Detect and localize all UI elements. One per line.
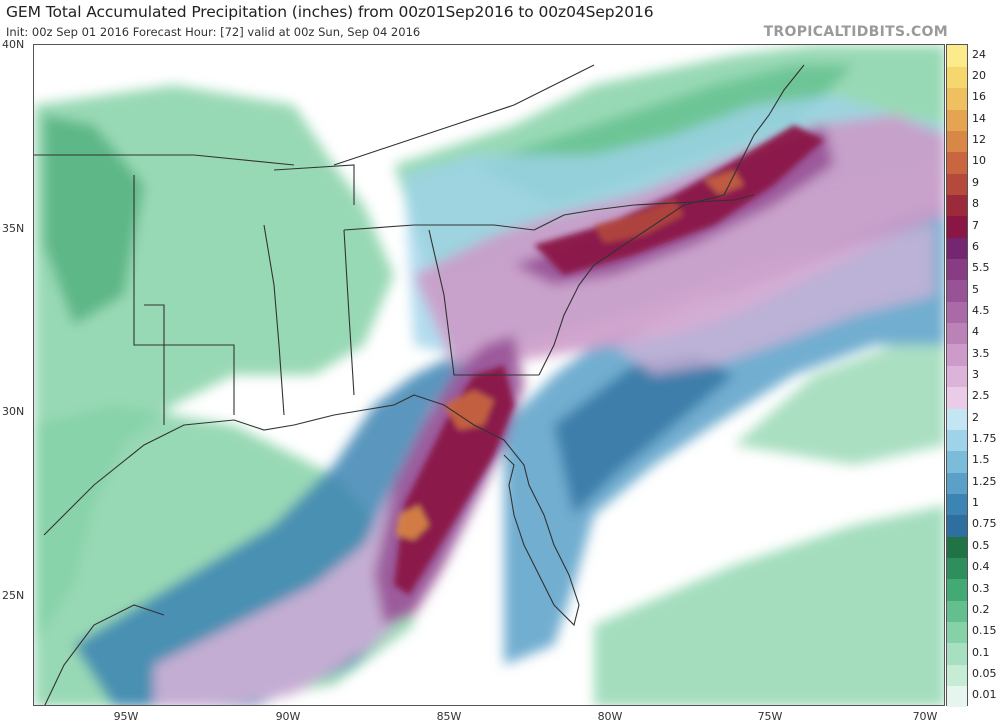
colorbar-cell	[947, 322, 967, 345]
colorbar-label: 10	[972, 154, 986, 168]
coastlines-and-borders	[34, 64, 805, 705]
colorbar-cell	[947, 386, 967, 409]
colorbar	[946, 44, 968, 708]
colorbar-cell	[947, 279, 967, 302]
colorbar-cell	[947, 664, 967, 687]
lon-label-80w: 80W	[597, 710, 623, 723]
colorbar-label: 3.5	[972, 346, 990, 360]
colorbar-cell	[947, 365, 967, 388]
colorbar-label: 0.5	[972, 538, 990, 552]
colorbar-label: 24	[972, 47, 986, 61]
colorbar-label: 0.01	[972, 688, 997, 702]
colorbar-cell	[947, 408, 967, 430]
colorbar-label: 4.5	[972, 303, 990, 317]
colorbar-label: 7	[972, 218, 979, 232]
lon-label-75w: 75W	[757, 710, 783, 723]
colorbar-cell	[947, 130, 967, 153]
colorbar-label: 1.75	[972, 432, 997, 446]
colorbar-label: 0.1	[972, 645, 990, 659]
colorbar-cell	[947, 557, 967, 580]
colorbar-label: 12	[972, 133, 986, 147]
precip-maxima	[394, 125, 824, 595]
colorbar-cell	[947, 173, 967, 195]
colorbar-label: 14	[972, 111, 986, 125]
colorbar-cell	[947, 450, 967, 473]
colorbar-label: 5	[972, 282, 979, 296]
lat-label-35n: 35N	[2, 222, 25, 235]
colorbar-cell	[947, 343, 967, 366]
colorbar-label: 16	[972, 90, 986, 104]
colorbar-label: 4	[972, 325, 979, 339]
lat-label-25n: 25N	[2, 589, 25, 602]
colorbar-cell	[947, 66, 967, 89]
colorbar-cell	[947, 472, 967, 494]
colorbar-cell	[947, 600, 967, 623]
colorbar-cell	[947, 151, 967, 174]
colorbar-label: 1.5	[972, 453, 990, 467]
colorbar-cell	[947, 514, 967, 537]
colorbar-label: 0.05	[972, 666, 997, 680]
colorbar-cell	[947, 237, 967, 260]
lon-label-70w: 70W	[912, 710, 938, 723]
colorbar-label: 2.5	[972, 389, 990, 403]
colorbar-label: 8	[972, 197, 979, 211]
colorbar-label: 1.25	[972, 474, 997, 488]
lat-label-30n: 30N	[2, 405, 25, 418]
colorbar-cell	[947, 493, 967, 516]
lon-label-95w: 95W	[113, 710, 139, 723]
colorbar-cell	[947, 621, 967, 644]
lat-label-40n: 40N	[2, 38, 25, 51]
precipitation-field	[34, 45, 944, 705]
colorbar-cell	[947, 301, 967, 324]
colorbar-cell	[947, 429, 967, 452]
colorbar-cell	[947, 87, 967, 110]
map-title: GEM Total Accumulated Precipitation (inc…	[6, 3, 654, 21]
colorbar-cell	[947, 578, 967, 601]
colorbar-cell	[947, 194, 967, 217]
colorbar-label: 9	[972, 175, 979, 189]
lon-label-90w: 90W	[275, 710, 301, 723]
colorbar-label: 1	[972, 496, 979, 510]
colorbar-cell	[947, 45, 967, 67]
colorbar-label: 0.2	[972, 602, 990, 616]
colorbar-label: 0.3	[972, 581, 990, 595]
colorbar-label: 2	[972, 410, 979, 424]
colorbar-label: 0.15	[972, 624, 997, 638]
colorbar-label: 0.75	[972, 517, 997, 531]
colorbar-cell	[947, 536, 967, 558]
source-watermark: TROPICALTIDBITS.COM	[763, 24, 948, 40]
colorbar-cell	[947, 215, 967, 238]
colorbar-cell	[947, 109, 967, 131]
colorbar-cell	[947, 642, 967, 665]
colorbar-label: 3	[972, 368, 979, 381]
colorbar-label: 5.5	[972, 261, 990, 275]
colorbar-cell	[947, 258, 967, 281]
colorbar-label: 20	[972, 69, 986, 83]
lon-label-85w: 85W	[436, 710, 462, 723]
colorbar-cell	[947, 685, 967, 708]
map-subtitle: Init: 00z Sep 01 2016 Forecast Hour: [72…	[6, 25, 421, 39]
precipitation-map	[33, 44, 945, 706]
colorbar-label: 0.4	[972, 560, 990, 574]
colorbar-label: 6	[972, 239, 979, 253]
